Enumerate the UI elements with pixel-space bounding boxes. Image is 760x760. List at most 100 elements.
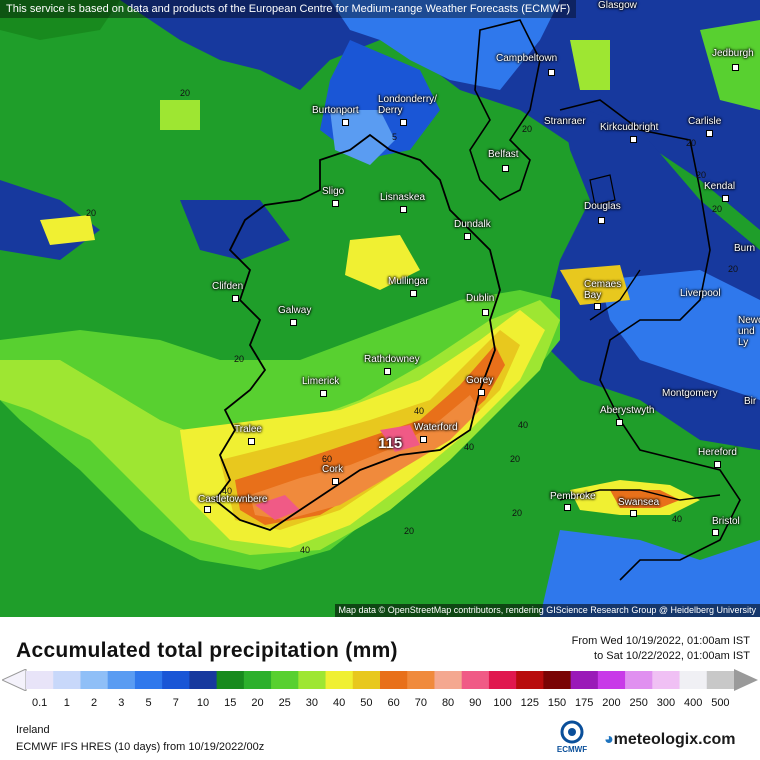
city-name: Newca und Ly (738, 315, 760, 348)
scale-swatch (325, 671, 354, 689)
city-name: Bir (744, 396, 757, 407)
city-marker (290, 319, 297, 326)
city-name: Gorey (466, 375, 494, 386)
city-name: Bristol (712, 516, 740, 527)
scale-tick-label: 300 (656, 697, 676, 709)
scale-tick-label: 1 (63, 697, 70, 709)
scale-tick-label: 70 (414, 697, 427, 709)
scale-swatch (461, 671, 490, 689)
city-marker (420, 436, 427, 443)
ecmwf-logo-text: ECMWF (556, 745, 588, 754)
scale-tick-label: 10 (196, 697, 210, 709)
scale-tick-label: 40 (333, 697, 346, 709)
contour-label: 20 (234, 354, 245, 364)
ecmwf-attribution: This service is based on data and produc… (0, 0, 577, 18)
city-marker (400, 206, 407, 213)
scale-swatch (570, 671, 599, 689)
scale-tick-label: 90 (469, 697, 482, 709)
contour-label: 20 (512, 508, 523, 518)
scale-tick-label: 30 (305, 697, 319, 709)
city-name: Liverpool (680, 288, 721, 299)
scale-tick-label: 125 (520, 697, 539, 709)
city-name: Carlisle (688, 116, 722, 127)
scale-tick-label: 7 (172, 697, 179, 709)
city-label-waterford: Waterford (414, 422, 458, 443)
region-label: Ireland (16, 724, 50, 736)
legend-panel: Accumulated total precipitation (mm) Fro… (0, 617, 760, 760)
scale-swatch (189, 671, 218, 689)
city-name: Douglas (584, 201, 621, 212)
scale-swatch (107, 671, 136, 689)
city-label-newca-und-ly: Newca und Ly (738, 315, 760, 348)
city-label-gorey: Gorey (466, 375, 494, 396)
scale-swatch (271, 671, 299, 689)
scale-swatch (679, 671, 708, 689)
contour-label: 20 (522, 124, 533, 134)
contour-label: 20 (404, 526, 415, 536)
contour-label: 20 (180, 88, 191, 98)
city-marker (502, 165, 509, 172)
precipitation-field (0, 0, 760, 617)
city-label-burn: Burn (734, 243, 755, 254)
city-label-castletownbere: Castletownbere (198, 494, 268, 513)
scale-swatch (80, 671, 109, 689)
city-name: Stranraer (544, 116, 586, 127)
city-marker (630, 136, 637, 143)
city-label-swansea: Swansea (618, 497, 659, 517)
city-label-sligo: Sligo (322, 186, 344, 207)
scale-swatch (516, 671, 544, 689)
city-name: Dublin (466, 293, 495, 304)
scale-swatch (543, 671, 572, 689)
contour-label: 40 (672, 514, 683, 524)
scale-tick-label: 20 (251, 697, 264, 709)
city-label-cemaes-bay: Cemaes Bay (584, 279, 622, 310)
city-label-aberystwyth: Aberystwyth (600, 405, 654, 426)
ecmwf-logo[interactable]: ECMWF (552, 719, 592, 757)
city-marker (320, 390, 327, 397)
scale-tick-label: 500 (711, 697, 730, 709)
contour-label: 20 (728, 264, 739, 274)
city-label-cork: Cork (322, 464, 343, 485)
scale-tick-label: 25 (278, 697, 291, 709)
city-name: Belfast (488, 149, 519, 160)
scale-swatch (26, 671, 54, 689)
scale-max-arrow (734, 669, 758, 691)
scale-tick-label: 400 (683, 697, 703, 709)
meteologix-logo[interactable]: ◕meteologix.com (604, 731, 735, 749)
city-marker (712, 529, 719, 536)
city-name: Burn (734, 243, 756, 254)
scale-swatch (597, 671, 626, 689)
contour-label: 20 (86, 208, 97, 218)
scale-swatch (162, 671, 190, 689)
contour-label: 40 (518, 420, 529, 430)
contour-label: 20 (686, 138, 697, 148)
city-name: Londonderry/ Derry (378, 94, 437, 116)
city-label-glasgow: Glasgow (598, 0, 637, 11)
scale-tick-label: 15 (224, 697, 237, 709)
scale-swatch (134, 671, 163, 689)
city-label-douglas: Douglas (584, 201, 621, 224)
city-marker (342, 119, 349, 126)
contour-label: 40 (300, 545, 311, 555)
city-marker (464, 233, 471, 240)
city-name: Tralee (234, 424, 262, 435)
city-name: Castletownbere (198, 494, 268, 505)
city-label-clifden: Clifden (212, 281, 243, 302)
scale-swatch (298, 671, 327, 689)
city-marker (722, 195, 729, 202)
city-name: Hereford (698, 447, 737, 458)
contour-label: 5 (392, 132, 398, 142)
scale-tick-label: 250 (629, 697, 648, 709)
city-name: Mullingar (388, 276, 429, 287)
city-label-rathdowney: Rathdowney (364, 354, 420, 375)
city-name: Burtonport (312, 105, 359, 116)
city-label-kendal: Kendal (704, 181, 735, 202)
precipitation-map[interactable]: This service is based on data and produc… (0, 0, 760, 617)
scale-swatch (380, 671, 408, 689)
city-label-galway: Galway (278, 305, 311, 326)
meteologix-logo-icon: ◕ (604, 731, 614, 748)
city-marker (332, 200, 339, 207)
model-run-label: ECMWF IFS HRES (10 days) from 10/19/2022… (16, 741, 265, 753)
city-name: Cemaes Bay (584, 279, 622, 301)
brand-name: meteologix.com (613, 731, 736, 748)
